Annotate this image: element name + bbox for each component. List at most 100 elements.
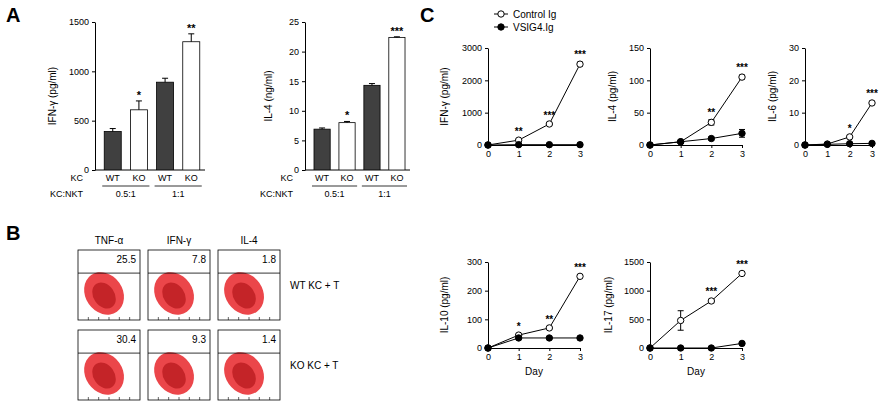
frame-tick (158, 317, 159, 320)
tick-label: 100 (629, 76, 644, 86)
plot-area (485, 61, 583, 148)
tick-label: 2 (709, 149, 714, 159)
tick: 10 (789, 108, 805, 118)
bar (157, 82, 174, 170)
axis-line (488, 49, 489, 146)
frame-tick (249, 317, 250, 320)
marker (824, 141, 830, 147)
axis-line (651, 145, 743, 146)
tick-mark (302, 140, 305, 141)
bar-chart: 050010001500***WTKOWTKOKC0.5:11:1KC:NKTI… (47, 17, 205, 199)
dot-plot: 9.3 (146, 330, 210, 402)
tick-label: 0 (648, 352, 653, 362)
bar (314, 129, 330, 170)
tick-label: 500 (629, 315, 644, 325)
error-stem (165, 78, 166, 82)
axis: 050100150 (629, 43, 651, 150)
panel-label: B (6, 222, 20, 244)
tick: 3 (740, 145, 745, 159)
percent-label: 9.3 (192, 334, 206, 345)
frame-tick (168, 317, 169, 320)
tick-label: 0 (477, 140, 482, 150)
tick-label: 0 (803, 149, 808, 159)
tick-label: 3 (578, 352, 583, 362)
tick-mark (519, 348, 520, 351)
line-chart: 0501001500123*****IL-4 (pg/ml) (607, 43, 748, 159)
axis: 0123 (648, 145, 745, 159)
error-bar (739, 129, 745, 137)
marker (677, 139, 683, 145)
marker (677, 345, 683, 351)
tick-label: 50 (634, 108, 644, 118)
marker (708, 135, 714, 141)
tick: 20 (289, 47, 305, 57)
series-line (650, 273, 742, 348)
tick-mark (647, 262, 650, 263)
tick-mark (92, 22, 95, 23)
plot-area (485, 273, 583, 351)
tick-mark (485, 319, 488, 320)
tick-label: 1 (825, 149, 830, 159)
tick-mark (485, 113, 488, 114)
tick-label: 0 (477, 343, 482, 353)
percent-label: 7.8 (192, 254, 206, 265)
group-line (155, 186, 202, 187)
frame-tick (259, 397, 260, 400)
tick-label: 2 (709, 352, 714, 362)
tick-label: 0 (84, 165, 89, 175)
frame-tick (228, 317, 229, 320)
tick-mark (485, 48, 488, 49)
bar (130, 110, 147, 170)
tick: 15 (289, 77, 305, 87)
axis: 0123 (486, 348, 583, 362)
frame-tick (98, 317, 99, 320)
plot-area (802, 100, 875, 148)
tick-label: 0 (648, 149, 653, 159)
frame-tick (88, 397, 89, 400)
tick-label: 300 (467, 257, 482, 267)
dot-plot: 30.4 (76, 330, 140, 402)
tick-mark (302, 170, 305, 171)
tick-label: 10 (289, 106, 299, 116)
axis-line (650, 49, 651, 146)
marker (739, 270, 745, 276)
tick-label: 15 (289, 77, 299, 87)
axis-line (650, 263, 651, 349)
axis-title: Day (687, 366, 705, 377)
frame-tick (199, 317, 200, 320)
tick: 100 (629, 76, 650, 86)
error-cap (369, 83, 375, 84)
tick-label: 1 (517, 352, 522, 362)
series-line (488, 276, 580, 348)
tick: 1000 (462, 108, 488, 118)
gate-line (148, 273, 210, 274)
frame-tick (98, 397, 99, 400)
frame-tick (249, 397, 250, 400)
marker (577, 273, 583, 279)
marker (647, 142, 653, 148)
frame-tick (129, 397, 130, 400)
axis-line (488, 263, 489, 349)
tick: 1500 (69, 17, 95, 27)
tick: 2000 (462, 76, 488, 86)
tick: 50 (634, 108, 650, 118)
cell-cloud-core (87, 358, 120, 393)
tick: 2 (547, 348, 552, 362)
significance: ** (187, 22, 196, 34)
significance: * (345, 109, 350, 121)
tick-mark (711, 145, 712, 148)
tick-mark (802, 113, 805, 114)
group-label: 1:1 (172, 189, 185, 199)
tick: 500 (629, 315, 650, 325)
marker (515, 335, 521, 341)
frame-tick (109, 397, 110, 400)
error-bar (369, 84, 375, 86)
axis: 0100200300 (467, 257, 489, 353)
tick-label: 1000 (624, 286, 644, 296)
frame-tick (269, 317, 270, 320)
significance: *** (543, 110, 555, 121)
tick-mark (302, 22, 305, 23)
tick-mark (802, 48, 805, 49)
tick-mark (647, 48, 650, 49)
tick-label: 1000 (69, 67, 89, 77)
